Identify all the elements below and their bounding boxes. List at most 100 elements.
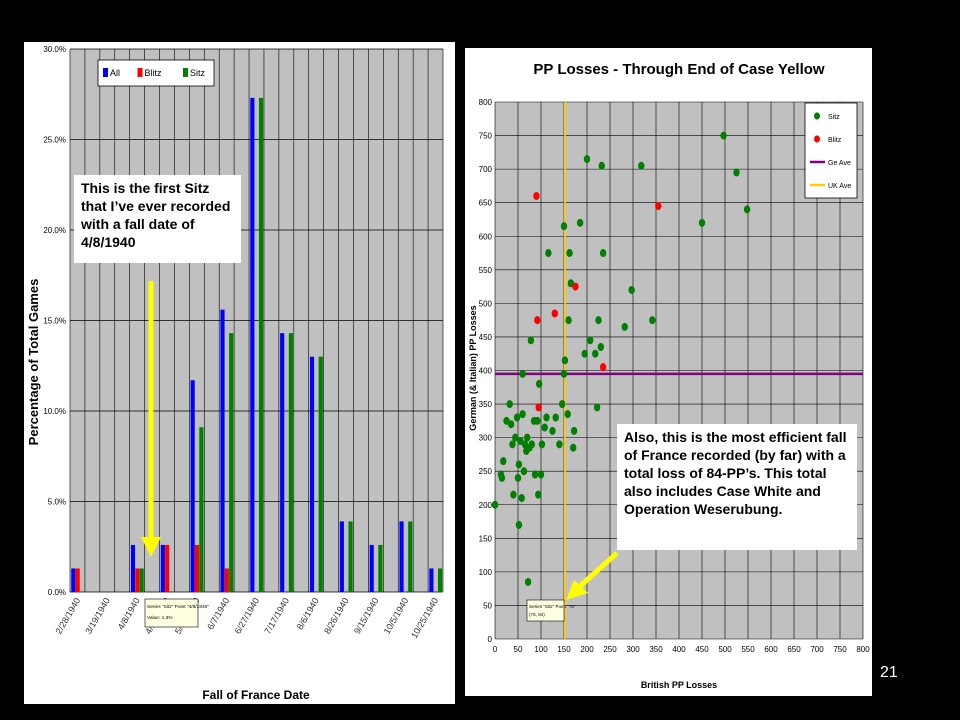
bar-sitz	[258, 97, 264, 592]
point-sitz	[514, 473, 522, 482]
bar-sitz	[139, 568, 144, 592]
point-sitz	[507, 420, 515, 429]
legend-label: All	[110, 68, 120, 78]
bar-sitz	[378, 544, 383, 592]
x-tick-label: 6/27/1940	[233, 596, 262, 636]
point-sitz	[595, 316, 602, 325]
legend-box	[97, 59, 215, 87]
bar-all	[220, 309, 225, 592]
bar-blitz	[165, 544, 170, 592]
point-sitz	[720, 131, 727, 140]
point-sitz	[576, 218, 584, 227]
point-sitz	[524, 577, 532, 586]
x-tick-label: 500	[718, 645, 732, 654]
legend-label: Sitz	[190, 68, 206, 78]
scatter-chart-panel: 0 50 100 150 200 250 300 350 400 450 500 550 600 650 7…	[465, 48, 872, 696]
y-tick-label: 600	[479, 232, 493, 241]
x-tick-label: 750	[833, 645, 847, 654]
tooltip-box	[526, 599, 565, 622]
tooltip-text: Series "Sitz" Point "76"	[529, 604, 576, 609]
bar-all	[190, 380, 195, 592]
x-tick-label: 6/7/1940	[205, 596, 231, 631]
legend-swatch	[103, 68, 108, 77]
point-sitz	[564, 410, 571, 419]
bar-sitz	[438, 568, 443, 592]
point-sitz	[598, 161, 605, 170]
x-tick-label: 550	[741, 645, 755, 654]
x-tick-label: 2/28/1940	[54, 596, 83, 636]
y-tick-label: 500	[479, 299, 493, 308]
y-tick-label: 150	[479, 534, 493, 543]
x-tick-label: 4/8/1940	[116, 596, 142, 631]
point-sitz	[520, 467, 528, 476]
point-blitz	[534, 316, 541, 325]
tooltip-text: (76, 84)	[529, 612, 545, 617]
legend-box	[804, 102, 858, 199]
callout-most-efficient: Also, this is the most efficient fall of…	[617, 424, 857, 550]
legend-label: Blitz	[828, 137, 842, 144]
point-sitz	[733, 168, 740, 177]
point-blitz	[533, 191, 540, 200]
y-tick-label: 25.0%	[43, 136, 66, 145]
x-tick-label: 0	[493, 645, 498, 654]
point-sitz	[558, 400, 566, 409]
x-tick-label: 650	[787, 645, 801, 654]
point-sitz	[524, 433, 531, 442]
point-sitz	[597, 343, 604, 352]
x-tick-label: 700	[810, 645, 824, 654]
point-sitz	[528, 440, 535, 449]
point-sitz	[599, 249, 607, 258]
point-sitz	[621, 322, 628, 331]
point-sitz	[583, 155, 591, 164]
x-tick-label: 50	[514, 645, 523, 654]
y-tick-label: 15.0%	[43, 317, 66, 326]
x-tick-label: 300	[626, 645, 640, 654]
bar-chart: 0.0% 5.0% 10.0% 15.0% 20.0% 25.0% 30.0% 2/28/19…	[26, 45, 444, 702]
x-tick-label: 250	[603, 645, 617, 654]
point-sitz	[534, 416, 541, 425]
x-tick-label: 8/26/1940	[322, 596, 351, 636]
point-sitz	[538, 440, 546, 449]
y-tick-label: 700	[479, 165, 493, 174]
legend-label: Blitz	[145, 68, 163, 78]
point-sitz	[570, 426, 578, 435]
bar-sitz	[199, 427, 204, 592]
tooltip-box	[144, 598, 199, 628]
bar-blitz	[194, 544, 200, 592]
y-tick-label: 350	[479, 400, 493, 409]
y-tick-label: 250	[479, 467, 493, 476]
point-sitz	[500, 457, 507, 466]
y-tick-label: 200	[479, 501, 493, 510]
point-blitz	[535, 403, 542, 412]
point-sitz	[743, 205, 751, 214]
point-sitz	[535, 379, 543, 388]
slide-number: 21	[880, 664, 898, 681]
y-tick-label: 100	[479, 568, 493, 577]
y-tick-label: 0	[488, 635, 493, 644]
y-tick-label: 300	[479, 434, 493, 443]
bar-sitz	[229, 333, 234, 592]
point-sitz	[565, 316, 572, 325]
bar-all	[369, 544, 374, 592]
x-tick-label: 800	[856, 645, 870, 654]
bar-all	[71, 568, 76, 592]
x-tick-label: 600	[764, 645, 778, 654]
point-sitz	[592, 349, 599, 358]
bar-sitz	[318, 356, 323, 592]
callout-first-sitz: This is the first Sitz that I’ve ever re…	[74, 175, 241, 263]
bar-all	[250, 97, 255, 592]
point-sitz	[570, 443, 577, 452]
point-sitz	[535, 490, 542, 499]
x-tick-label: 150	[557, 645, 571, 654]
y-tick-label: 650	[479, 199, 493, 208]
point-sitz	[512, 433, 519, 442]
point-blitz	[599, 363, 607, 372]
point-sitz	[519, 410, 526, 419]
x-axis-title: British PP Losses	[641, 680, 717, 690]
x-tick-label: 400	[672, 645, 686, 654]
bar-all	[309, 356, 315, 592]
x-tick-label: 100	[534, 645, 548, 654]
y-tick-label: 800	[479, 98, 493, 107]
point-sitz	[581, 349, 588, 358]
point-sitz	[545, 249, 552, 258]
